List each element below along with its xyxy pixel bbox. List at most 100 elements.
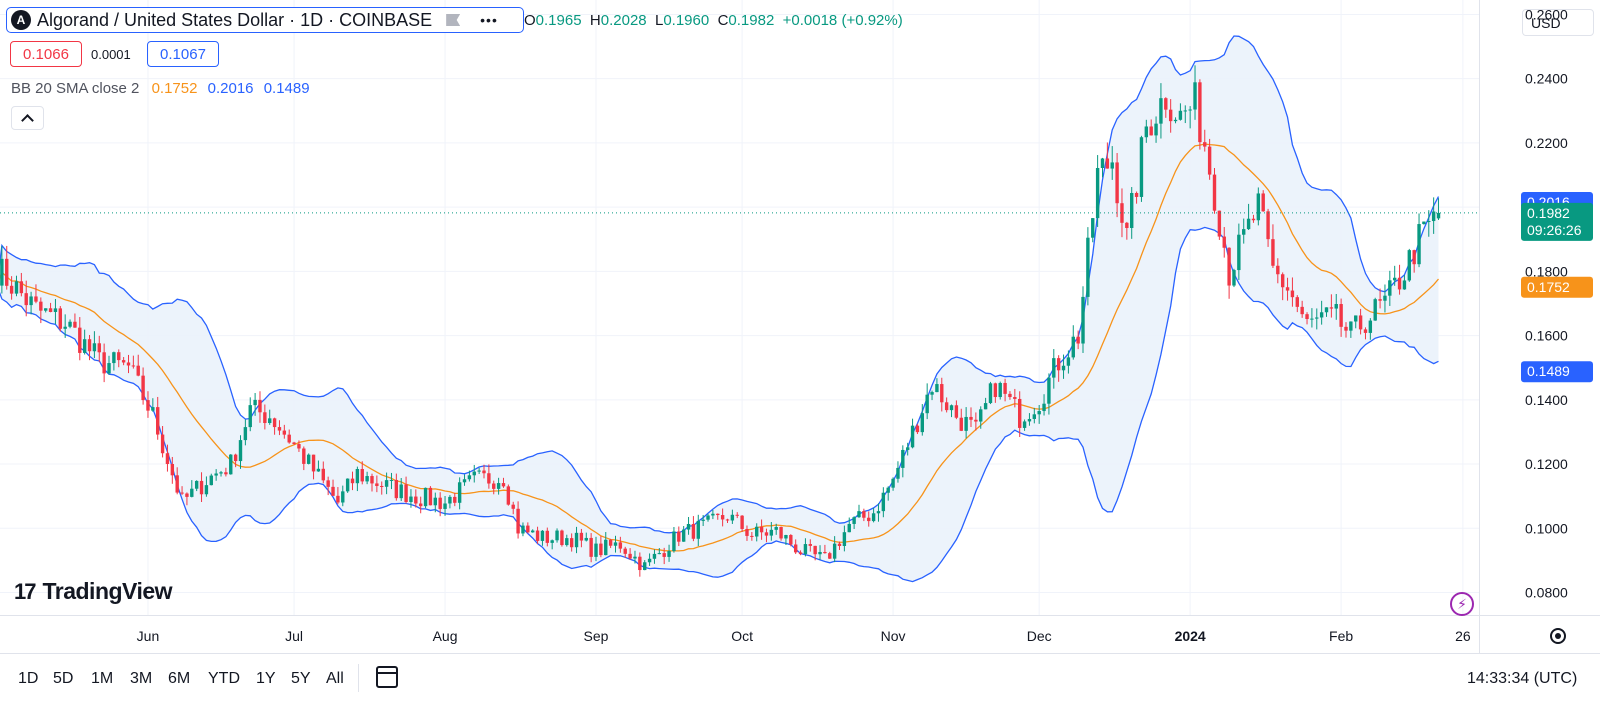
candle xyxy=(1066,350,1071,374)
range-button-1d[interactable]: 1D xyxy=(18,670,39,687)
candle xyxy=(706,513,710,522)
range-button-all[interactable]: All xyxy=(326,670,344,687)
candle-body xyxy=(112,352,116,364)
candle-body xyxy=(1095,167,1100,219)
candle xyxy=(979,406,983,429)
sell-price-button[interactable]: 0.1066 xyxy=(10,41,82,67)
candle-body xyxy=(341,491,345,503)
candle xyxy=(862,508,866,522)
candle-body xyxy=(1207,146,1212,175)
tradingview-logo[interactable]: 17 TradingView xyxy=(14,578,173,605)
candle-body xyxy=(297,444,301,449)
candle xyxy=(550,539,554,550)
low-label: L xyxy=(654,12,664,29)
candle-body xyxy=(1407,250,1411,281)
candle xyxy=(1042,394,1046,416)
gear-icon[interactable] xyxy=(1550,628,1566,644)
candle xyxy=(375,475,379,493)
candle-body xyxy=(1339,304,1343,327)
utc-clock[interactable]: 14:33:34 (UTC) xyxy=(1467,670,1578,687)
candle xyxy=(1315,308,1319,330)
candle xyxy=(472,464,476,483)
candle xyxy=(350,471,355,491)
candle xyxy=(545,527,550,547)
candle-body xyxy=(1261,193,1265,212)
candle xyxy=(769,521,774,541)
lower-band-price-tag: 0.1489 xyxy=(1521,361,1593,383)
candle xyxy=(735,512,739,519)
candle xyxy=(569,533,574,552)
candle xyxy=(365,471,369,485)
candle-body xyxy=(1061,365,1066,371)
candle-body xyxy=(496,483,501,489)
candle-body xyxy=(287,434,291,443)
more-icon[interactable]: ••• xyxy=(480,12,498,28)
candle-body xyxy=(321,468,325,481)
range-button-5d[interactable]: 5D xyxy=(53,670,74,687)
range-button-5y[interactable]: 5Y xyxy=(291,670,311,687)
candle-body xyxy=(949,405,954,411)
last-price-tag-bg xyxy=(1521,202,1593,241)
candle xyxy=(1266,208,1270,247)
candle-body xyxy=(935,384,939,393)
candle-body xyxy=(526,525,530,533)
candle xyxy=(219,470,223,477)
candle xyxy=(345,478,350,493)
candle-body xyxy=(1042,403,1046,412)
candle-body xyxy=(117,352,121,361)
candle-body xyxy=(842,532,847,546)
candle-body xyxy=(1232,270,1236,286)
calendar-range-icon[interactable] xyxy=(376,666,398,688)
range-button-3m[interactable]: 3M xyxy=(130,670,153,687)
candle-body xyxy=(1242,229,1246,235)
range-button-6m[interactable]: 6M xyxy=(168,670,191,687)
high-value: 0.2028 xyxy=(600,12,647,29)
candle-body xyxy=(506,486,511,505)
candle xyxy=(102,343,106,383)
range-button-1m[interactable]: 1M xyxy=(91,670,114,687)
candle-body xyxy=(755,526,759,537)
symbol-selector[interactable]: A Algorand / United States Dollar · 1D ·… xyxy=(6,7,524,33)
candle-body xyxy=(1159,98,1163,124)
candle xyxy=(1178,103,1183,121)
low-value: 0.1960 xyxy=(663,12,710,29)
candle-body xyxy=(769,529,774,536)
candle-body xyxy=(779,527,783,539)
change-value: +0.0018 (+0.92%) xyxy=(782,12,903,29)
candle-body xyxy=(535,530,540,541)
candle xyxy=(136,354,140,377)
last-price-tag-text: 0.1982 xyxy=(1527,205,1570,221)
flag-icon[interactable] xyxy=(446,14,461,26)
range-button-1y[interactable]: 1Y xyxy=(256,670,276,687)
candle-body xyxy=(1037,411,1041,415)
candle xyxy=(1358,308,1363,335)
candle xyxy=(190,480,194,498)
candle-body xyxy=(959,417,963,431)
buy-price-button[interactable]: 0.1067 xyxy=(147,41,219,67)
open-value: 0.1965 xyxy=(535,12,582,29)
candle xyxy=(1164,97,1168,118)
candle xyxy=(969,407,973,427)
candle xyxy=(599,536,603,558)
range-button-ytd[interactable]: YTD xyxy=(208,670,240,687)
candle-body xyxy=(1022,421,1027,428)
candle-body xyxy=(19,281,24,294)
candle xyxy=(39,297,43,324)
candle-body xyxy=(905,447,910,450)
currency-selector[interactable]: USD xyxy=(1522,9,1594,36)
candle xyxy=(160,426,165,458)
candle xyxy=(842,525,847,552)
candle-body xyxy=(1383,295,1387,301)
candle-body xyxy=(511,504,515,509)
price-chart[interactable]: 0.2600 0.2400 0.2200 0.1800 0.1600 0.1400 0.12… xyxy=(0,0,1600,653)
indicator-legend[interactable]: BB 20 SMA close 2 0.1752 0.2016 0.1489 xyxy=(11,80,310,97)
candle xyxy=(1300,300,1304,318)
collapse-legend-button[interactable] xyxy=(11,106,44,130)
candle xyxy=(1081,286,1085,353)
price-axis-label: 0.0800 xyxy=(1525,585,1568,601)
bolt-icon[interactable]: ⚡ xyxy=(1450,592,1474,616)
candle xyxy=(759,519,764,540)
candle xyxy=(779,526,783,541)
candle xyxy=(1071,325,1075,360)
candle-body xyxy=(735,514,739,516)
